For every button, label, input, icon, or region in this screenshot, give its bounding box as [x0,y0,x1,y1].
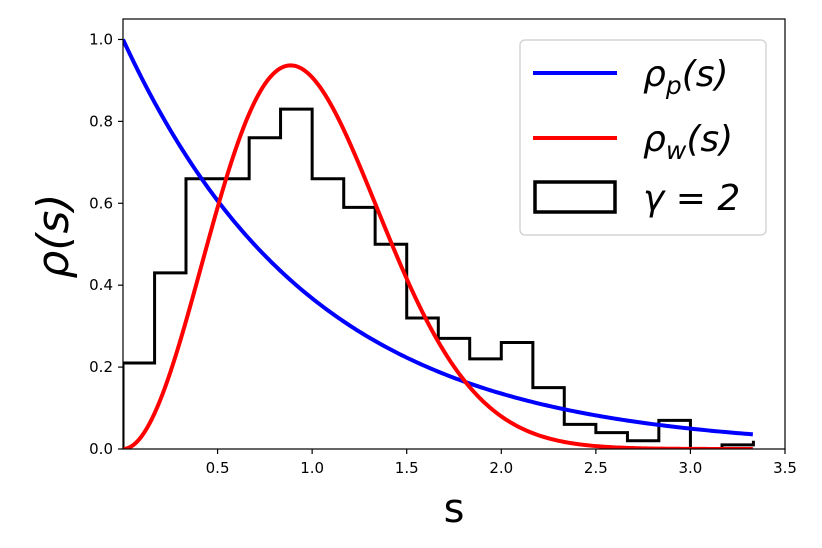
y-tick-label: 0.0 [89,440,113,458]
y-axis-label: ρ(s) [28,193,79,278]
x-tick-label: 1.0 [300,459,324,477]
legend-label-rho-p-tail: (s) [682,54,729,95]
y-tick-label: 0.2 [89,358,113,376]
legend-label-rho-w-base: ρ [643,119,666,160]
y-tick-label: 1.0 [89,30,113,48]
x-tick-label: 2.5 [584,459,608,477]
legend-label-rho-p: ρp(s) [643,54,729,100]
y-tick-label: 0.6 [89,194,113,212]
legend-label-rho-p-sub: p [665,71,682,100]
legend-patch-histogram [533,180,617,214]
legend-box [519,39,767,236]
y-tick-label: 0.8 [89,112,113,130]
x-tick-label: 2.0 [489,459,513,477]
y-tick-label: 0.4 [89,276,113,294]
legend-label-rho-w: ρw(s) [643,119,733,165]
legend-label-rho-w-sub: w [666,136,687,165]
legend-label-rho-p-base: ρ [643,54,666,95]
legend: ρp(s) ρw(s) γ = 2 [519,39,767,236]
x-tick-label: 0.5 [206,459,230,477]
x-tick-label: 3.0 [678,459,702,477]
legend-label-histogram: γ = 2 [643,178,740,219]
x-axis-label: s [444,486,465,532]
legend-label-rho-w-tail: (s) [686,119,733,160]
plot-frame [122,18,786,450]
ticks-layer: 0.5 1.0 1.5 2.0 2.5 3.0 3.5 0.0 0.2 0.4 0.6 0.8 1.0 [89,30,797,477]
x-tick-label: 1.5 [395,459,419,477]
x-tick-label: 3.5 [773,459,797,477]
series-line-rho-p [123,38,754,437]
